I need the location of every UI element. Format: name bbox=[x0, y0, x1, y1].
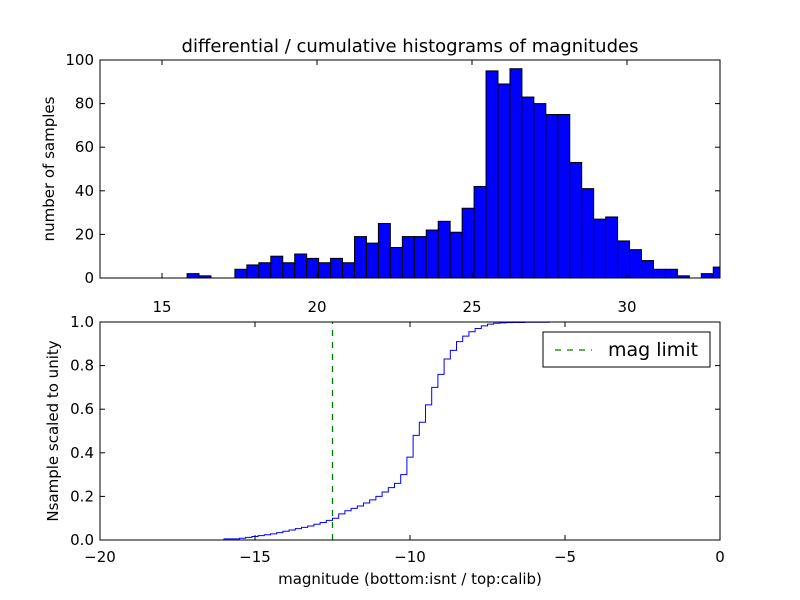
histogram-bar bbox=[461, 207, 475, 279]
plot-frame bbox=[99, 321, 721, 541]
histogram-bar bbox=[234, 268, 248, 279]
histogram-bar bbox=[425, 229, 439, 279]
x-tick-label: 25 bbox=[462, 298, 481, 316]
histogram-bar bbox=[712, 266, 721, 279]
cumulative-step-line bbox=[100, 321, 721, 541]
x-tick-label: 0 bbox=[715, 548, 725, 566]
histogram-bar bbox=[509, 68, 523, 279]
histogram-bar bbox=[533, 103, 547, 279]
histogram-bar bbox=[365, 242, 379, 279]
y-tick-label: 20 bbox=[75, 225, 94, 243]
y-tick-label: 80 bbox=[75, 95, 94, 113]
y-tick-label: 40 bbox=[75, 182, 94, 200]
histogram-bar bbox=[485, 70, 499, 279]
x-axis-label: magnitude (bottom:isnt / top:calib) bbox=[278, 570, 542, 588]
x-tick-label: −10 bbox=[394, 548, 426, 566]
histogram-bar bbox=[389, 246, 403, 279]
histogram-bar bbox=[473, 185, 487, 279]
histogram-bar bbox=[258, 262, 272, 279]
histogram-bar bbox=[700, 273, 714, 279]
y-tick-label: 0 bbox=[84, 269, 94, 287]
histogram-bar bbox=[186, 273, 200, 279]
histogram-bar bbox=[437, 220, 451, 279]
histogram-bar bbox=[569, 161, 583, 279]
histogram-bar bbox=[330, 257, 344, 279]
cumulative-ticks: −20 −15 −10 −5 0 0.0 0.2 0.4 0.6 0.8 1.0 bbox=[70, 313, 725, 566]
histogram-bar bbox=[629, 249, 642, 279]
histogram-bar bbox=[342, 262, 355, 279]
y-tick-label: 0.2 bbox=[70, 487, 94, 505]
y-tick-label: 0.0 bbox=[70, 531, 94, 549]
histogram-bar bbox=[354, 236, 367, 279]
histogram-bar bbox=[641, 260, 654, 279]
histogram-bar bbox=[401, 236, 415, 279]
histogram-bar bbox=[413, 236, 427, 279]
histogram-bar bbox=[593, 218, 607, 279]
legend: mag limit bbox=[542, 331, 711, 368]
histogram-ticks: 15 20 25 30 0 20 40 60 80 100 bbox=[65, 51, 720, 316]
x-tick-label: 30 bbox=[617, 298, 636, 316]
histogram-bar bbox=[617, 240, 631, 279]
chart-title: differential / cumulative histograms of … bbox=[182, 36, 639, 57]
histogram-bar bbox=[449, 231, 463, 279]
histogram-bar bbox=[377, 223, 391, 279]
legend-label: mag limit bbox=[608, 339, 698, 361]
x-tick-label: 15 bbox=[152, 298, 171, 316]
histogram-bar bbox=[246, 264, 260, 279]
histogram-bar bbox=[270, 255, 284, 279]
histogram-bars bbox=[186, 68, 721, 279]
y-tick-label: 100 bbox=[65, 51, 94, 69]
histogram-bar bbox=[545, 114, 559, 279]
x-tick-label: 20 bbox=[307, 298, 326, 316]
histogram-bar bbox=[294, 253, 308, 279]
plot-frame bbox=[99, 59, 721, 279]
histogram-bar bbox=[318, 262, 332, 279]
y-axis-label: number of samples bbox=[40, 96, 58, 241]
y-tick-label: 0.6 bbox=[70, 400, 94, 418]
x-tick-label: −20 bbox=[84, 548, 116, 566]
histogram-bar bbox=[557, 114, 571, 279]
histogram-panel: differential / cumulative histograms of … bbox=[40, 36, 721, 316]
histogram-bar bbox=[581, 188, 595, 279]
histogram-bar bbox=[497, 83, 511, 279]
y-tick-label: 0.8 bbox=[70, 357, 94, 375]
y-tick-label: 60 bbox=[75, 138, 94, 156]
x-tick-label: −15 bbox=[239, 548, 271, 566]
histogram-bar bbox=[282, 262, 296, 279]
histogram-bar bbox=[652, 268, 666, 279]
histogram-bar bbox=[605, 216, 619, 279]
cumulative-panel: −20 −15 −10 −5 0 0.0 0.2 0.4 0.6 0.8 1.0 mag limit… bbox=[44, 313, 725, 588]
x-tick-label: −5 bbox=[554, 548, 576, 566]
y-tick-label: 0.4 bbox=[70, 444, 94, 462]
histogram-bar bbox=[521, 96, 535, 279]
y-axis-label: Nsample scaled to unity bbox=[44, 340, 62, 521]
y-tick-label: 1.0 bbox=[70, 313, 94, 331]
histogram-bar bbox=[664, 268, 678, 279]
